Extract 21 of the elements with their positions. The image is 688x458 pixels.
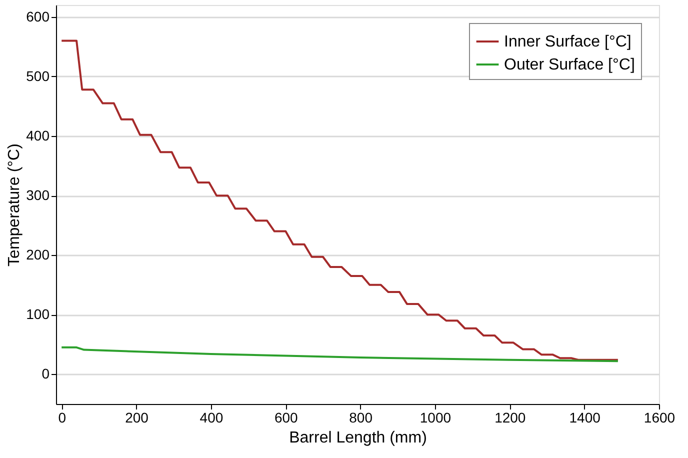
- x-tick-label: 1600: [644, 410, 676, 426]
- legend-label: Outer Surface [°C]: [504, 56, 635, 74]
- x-tick-label: 200: [125, 410, 149, 426]
- x-tick-label: 400: [200, 410, 224, 426]
- y-tick-label: 0: [42, 366, 50, 382]
- y-tick-label: 100: [26, 306, 50, 322]
- legend-label: Inner Surface [°C]: [504, 34, 632, 50]
- x-axis-title: Barrel Length (mm): [289, 430, 427, 446]
- x-tick-label: 800: [349, 410, 373, 426]
- x-tick-label: 1400: [569, 410, 601, 426]
- y-axis-title: Temperature (°C): [6, 144, 24, 266]
- y-tick-label: 500: [26, 68, 50, 84]
- x-tick-label: 0: [58, 410, 66, 426]
- line-series: [60, 346, 619, 362]
- x-tick-label: 1000: [420, 410, 452, 426]
- x-tick-label: 1200: [494, 410, 526, 426]
- y-tick-label: 200: [26, 246, 50, 263]
- y-tick-label: 600: [26, 8, 50, 24]
- x-tick-label: 600: [274, 410, 298, 426]
- y-tick-label: 300: [26, 187, 50, 204]
- y-tick-label: 400: [26, 128, 50, 144]
